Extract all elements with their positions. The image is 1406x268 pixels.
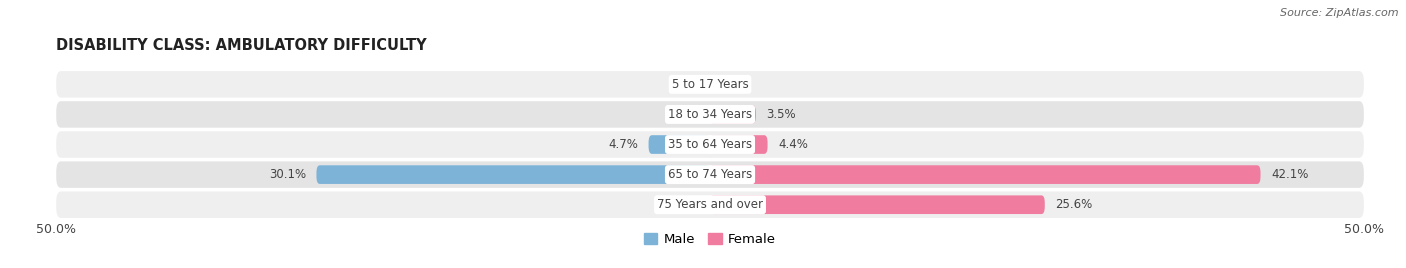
FancyBboxPatch shape bbox=[710, 165, 1261, 184]
Text: 4.4%: 4.4% bbox=[778, 138, 808, 151]
Text: 0.0%: 0.0% bbox=[669, 108, 700, 121]
Text: 0.0%: 0.0% bbox=[669, 198, 700, 211]
Text: 42.1%: 42.1% bbox=[1271, 168, 1309, 181]
Legend: Male, Female: Male, Female bbox=[638, 227, 782, 251]
Text: 5 to 17 Years: 5 to 17 Years bbox=[672, 78, 748, 91]
Text: 75 Years and over: 75 Years and over bbox=[657, 198, 763, 211]
Text: 3.5%: 3.5% bbox=[766, 108, 796, 121]
Text: Source: ZipAtlas.com: Source: ZipAtlas.com bbox=[1281, 8, 1399, 18]
FancyBboxPatch shape bbox=[710, 135, 768, 154]
FancyBboxPatch shape bbox=[56, 161, 1364, 188]
FancyBboxPatch shape bbox=[56, 191, 1364, 218]
Text: 18 to 34 Years: 18 to 34 Years bbox=[668, 108, 752, 121]
Text: 25.6%: 25.6% bbox=[1056, 198, 1092, 211]
FancyBboxPatch shape bbox=[710, 195, 1045, 214]
Text: DISABILITY CLASS: AMBULATORY DIFFICULTY: DISABILITY CLASS: AMBULATORY DIFFICULTY bbox=[56, 38, 427, 53]
FancyBboxPatch shape bbox=[56, 71, 1364, 98]
Text: 0.0%: 0.0% bbox=[669, 78, 700, 91]
Text: 30.1%: 30.1% bbox=[269, 168, 307, 181]
FancyBboxPatch shape bbox=[316, 165, 710, 184]
Text: 65 to 74 Years: 65 to 74 Years bbox=[668, 168, 752, 181]
FancyBboxPatch shape bbox=[56, 131, 1364, 158]
Text: 35 to 64 Years: 35 to 64 Years bbox=[668, 138, 752, 151]
FancyBboxPatch shape bbox=[648, 135, 710, 154]
FancyBboxPatch shape bbox=[56, 101, 1364, 128]
Text: 4.7%: 4.7% bbox=[609, 138, 638, 151]
Text: 0.0%: 0.0% bbox=[720, 78, 751, 91]
FancyBboxPatch shape bbox=[710, 105, 756, 124]
